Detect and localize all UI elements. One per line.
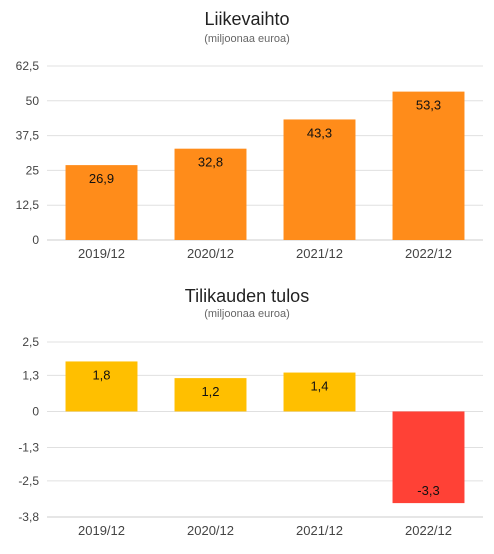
x-tick-label: 2022/12 bbox=[405, 246, 452, 261]
bar bbox=[174, 148, 247, 240]
y-tick-label: -1,3 bbox=[18, 441, 39, 455]
chart-subtitle: (miljoonaa euroa) bbox=[204, 308, 290, 320]
data-label: -3,3 bbox=[417, 483, 439, 498]
x-tick-label: 2021/12 bbox=[296, 246, 343, 261]
y-tick-label: -3,8 bbox=[18, 510, 39, 524]
y-tick-label: 37,5 bbox=[16, 129, 40, 143]
bar bbox=[392, 91, 465, 241]
y-tick-label: 1,3 bbox=[22, 368, 39, 382]
bar bbox=[283, 119, 356, 240]
bar bbox=[65, 165, 138, 240]
profit-plot: -3,8 -2,5 -1,3 0 1,3 2,5 1,8 2019/12 1,2 2020/12 1… bbox=[18, 335, 483, 538]
y-tick-label: 62,5 bbox=[16, 59, 40, 73]
y-tick-label: 50 bbox=[26, 94, 40, 108]
y-tick-label: 0 bbox=[32, 233, 39, 247]
data-label: 43,3 bbox=[307, 125, 332, 140]
x-tick-label: 2019/12 bbox=[78, 523, 125, 538]
y-tick-label: -2,5 bbox=[18, 474, 39, 488]
x-tick-label: 2022/12 bbox=[405, 523, 452, 538]
data-label: 1,2 bbox=[201, 384, 219, 399]
y-tick-label: 12,5 bbox=[16, 198, 40, 212]
chart-subtitle: (miljoonaa euroa) bbox=[204, 33, 290, 45]
data-label: 26,9 bbox=[89, 171, 114, 186]
data-label: 1,4 bbox=[310, 379, 328, 394]
data-label: 53,3 bbox=[416, 98, 441, 113]
x-tick-label: 2020/12 bbox=[187, 523, 234, 538]
x-tick-label: 2020/12 bbox=[187, 246, 234, 261]
bar bbox=[283, 372, 356, 412]
chart-title: Liikevaihto bbox=[204, 9, 290, 29]
revenue-chart: Liikevaihto (miljoonaa euroa) 0 12,5 25 37,… bbox=[16, 9, 483, 261]
y-tick-label: 0 bbox=[32, 404, 39, 418]
data-label: 1,8 bbox=[92, 367, 110, 382]
x-tick-label: 2021/12 bbox=[296, 523, 343, 538]
y-tick-label: 25 bbox=[26, 163, 40, 177]
bar bbox=[65, 361, 138, 412]
profit-chart: Tilikauden tulos (miljoonaa euroa) -3,8-… bbox=[0, 277, 494, 554]
bar bbox=[392, 411, 465, 504]
revenue-plot: 0 12,5 25 37,5 50 62,5 26,9 2019/12 32,8 2020/12 4… bbox=[16, 59, 483, 261]
bar bbox=[174, 378, 247, 412]
x-tick-label: 2019/12 bbox=[78, 246, 125, 261]
y-tick-label: 2,5 bbox=[22, 335, 39, 349]
chart-title: Tilikauden tulos bbox=[184, 286, 310, 306]
data-label: 32,8 bbox=[198, 155, 223, 170]
